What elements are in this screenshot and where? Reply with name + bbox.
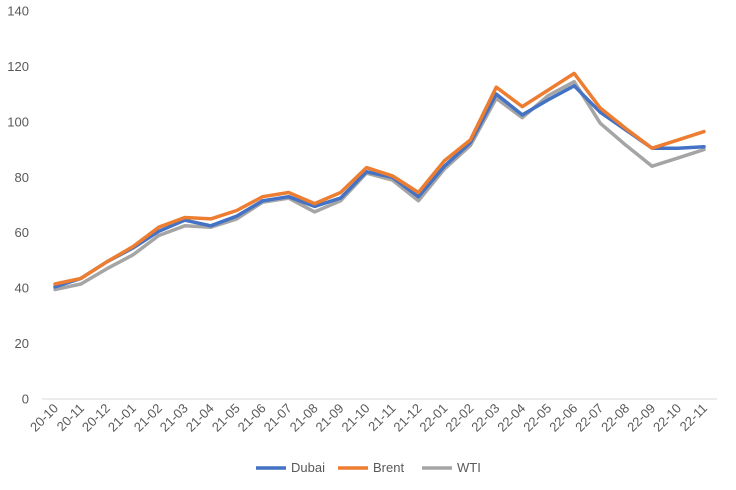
x-tick-label: 22-03 <box>468 401 502 435</box>
x-tick-label: 20-11 <box>54 401 87 434</box>
series-line-dubai <box>53 84 706 289</box>
x-tick-label: 22-06 <box>546 401 580 435</box>
series-line-wti <box>53 79 706 292</box>
legend-label-dubai: Dubai <box>291 460 325 475</box>
legend-label-brent: Brent <box>373 460 404 475</box>
x-tick-label: 21-08 <box>287 401 321 435</box>
x-tick-label: 21-03 <box>157 401 191 435</box>
y-tick-label: 60 <box>15 225 29 240</box>
x-axis: 20-1020-1120-1221-0121-0221-0321-0421-05… <box>27 398 717 435</box>
y-tick-label: 100 <box>7 114 29 129</box>
x-tick-label: 21-01 <box>105 401 139 435</box>
x-tick-label: 22-05 <box>520 401 554 435</box>
x-tick-label: 22-09 <box>624 401 658 435</box>
x-tick-label: 22-08 <box>598 401 632 435</box>
y-tick-label: 120 <box>7 59 29 74</box>
x-tick-label: 21-06 <box>235 401 269 435</box>
y-tick-label: 40 <box>15 281 29 296</box>
y-tick-label: 20 <box>15 336 29 351</box>
y-tick-label: 80 <box>15 170 29 185</box>
y-axis: 0 20 40 60 80 100 120 140 <box>7 4 29 407</box>
x-tick-label: 22-10 <box>650 401 684 435</box>
y-tick-label: 140 <box>7 4 29 19</box>
legend-label-wti: WTI <box>457 460 481 475</box>
x-tick-label: 20-12 <box>79 401 113 435</box>
legend: Dubai Brent WTI <box>256 460 481 475</box>
y-tick-label: 0 <box>22 392 29 407</box>
x-tick-label: 21-12 <box>390 401 424 435</box>
x-tick-label: 22-02 <box>442 401 476 435</box>
x-tick-label: 21-04 <box>183 401 217 435</box>
x-tick-label: 22-01 <box>416 401 450 435</box>
x-tick-label: 21-09 <box>313 401 347 435</box>
x-tick-label: 21-02 <box>131 401 165 435</box>
x-tick-label: 22-07 <box>572 401 606 435</box>
x-tick-label: 22-04 <box>494 401 528 435</box>
series-line-brent <box>53 71 706 286</box>
x-tick-label: 22-11 <box>677 401 710 434</box>
x-tick-label: 21-10 <box>339 401 373 435</box>
x-tick-label: 21-07 <box>261 401 295 435</box>
x-tick-label: 20-10 <box>27 401 61 435</box>
x-tick-label: 21-05 <box>209 401 243 435</box>
x-tick-label: 21-11 <box>365 401 398 434</box>
series-lines <box>53 71 706 292</box>
